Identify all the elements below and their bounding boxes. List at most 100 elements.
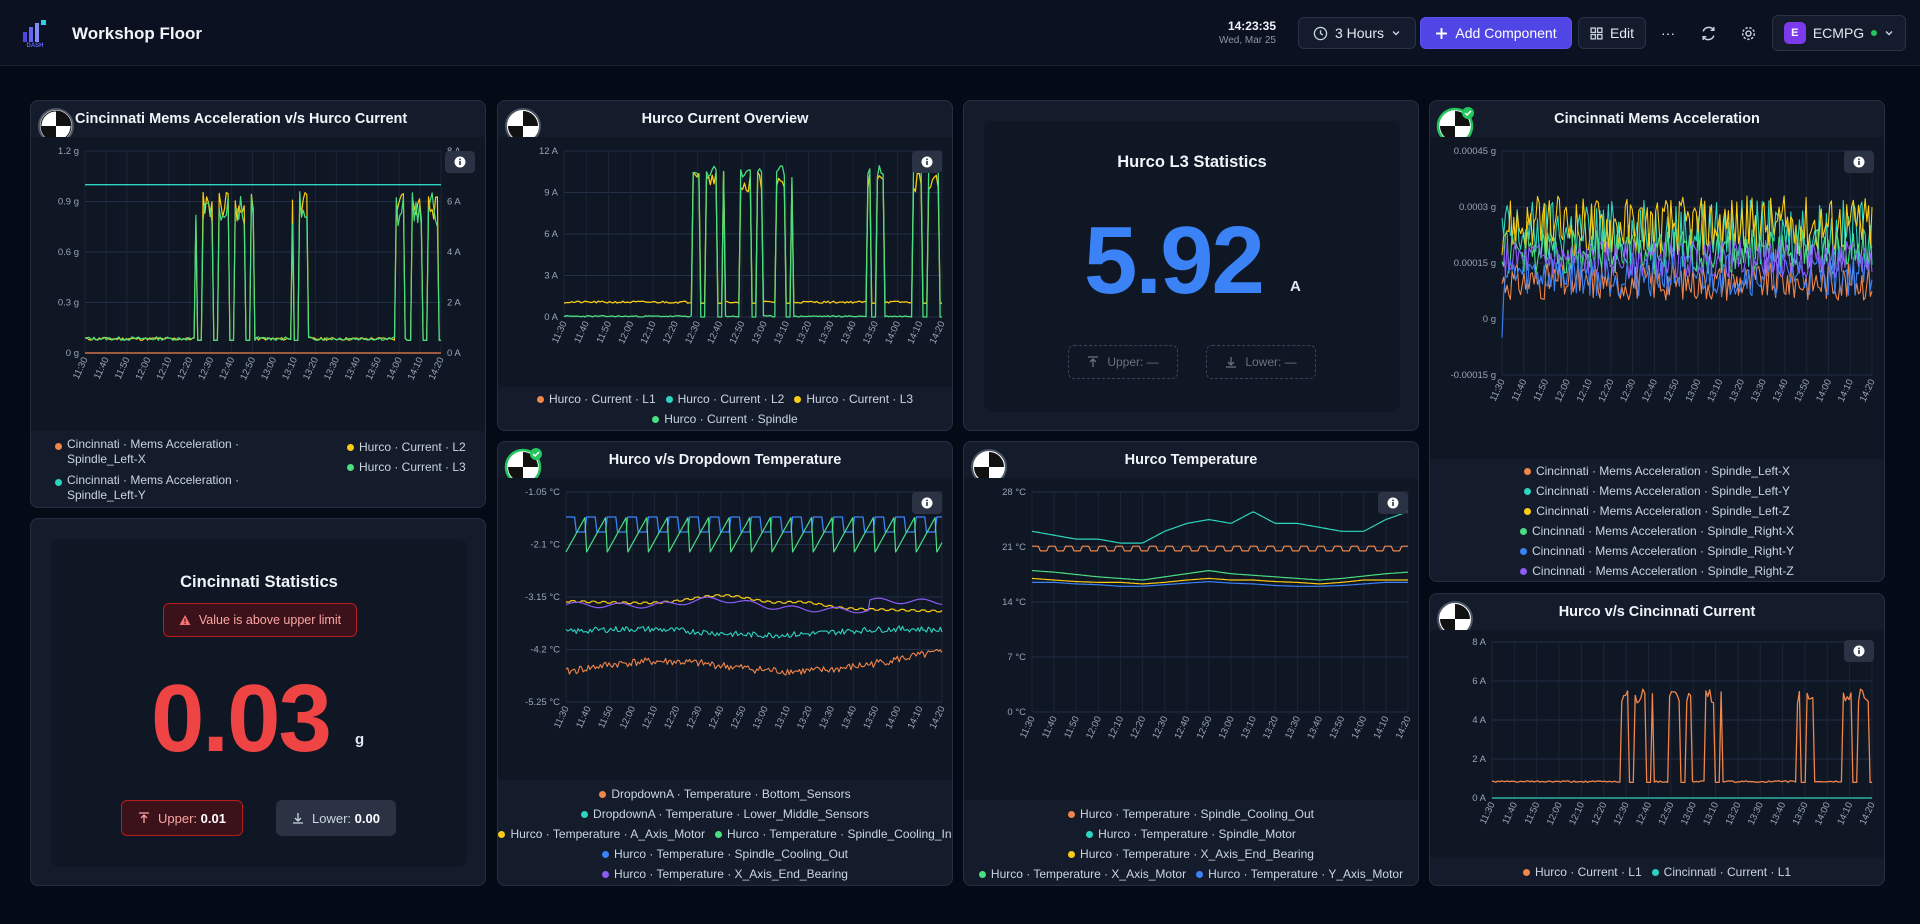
y-tick-label: -0.00015 g xyxy=(1451,370,1496,381)
clock-date: Wed, Mar 25 xyxy=(1218,35,1276,46)
legend-item[interactable]: Cincinnati · Mems Acceleration · Spindle… xyxy=(1524,504,1790,518)
more-options-button[interactable]: ··· xyxy=(1652,17,1684,49)
legend-item[interactable]: Hurco · Temperature · A_Axis_Motor xyxy=(498,827,705,841)
time-range-dropdown[interactable]: 3 Hours xyxy=(1298,17,1416,49)
legend-item[interactable]: Cincinnati · Mems Acceleration · Spindle… xyxy=(1523,464,1790,478)
y-tick-label: 8 A xyxy=(1472,637,1486,648)
x-tick-label: 13:40 xyxy=(1771,378,1791,404)
legend-item[interactable]: Hurco · Temperature · X_Axis_Motor xyxy=(978,867,1186,881)
legend-item[interactable]: Hurco · Temperature · X_Axis_End_Bearing xyxy=(602,867,848,881)
legend-dot xyxy=(599,790,607,798)
legend-item[interactable]: Cincinnati · Mems Acceleration · Spindle_… xyxy=(55,437,239,467)
x-tick-label: 14:20 xyxy=(928,705,948,731)
legend-dot xyxy=(602,850,610,858)
x-tick-label: 12:50 xyxy=(1195,715,1215,741)
x-tick-label: 12:30 xyxy=(1150,715,1170,741)
legend-item[interactable]: Hurco · Temperature · Spindle_Cooling_Ou… xyxy=(1068,807,1314,821)
machine-status-icon xyxy=(504,448,542,486)
legend-item[interactable]: Hurco · Temperature · Y_Axis_Motor xyxy=(1196,867,1403,881)
legend-dot xyxy=(1522,868,1530,876)
x-tick-label: 11:40 xyxy=(1500,801,1520,827)
legend-item[interactable]: Hurco · Current · L3 xyxy=(347,457,466,477)
series-line-l2 xyxy=(84,191,441,341)
panel-cincinnati-mems-acceleration: Cincinnati Mems Acceleration 0.00045 g 0.… xyxy=(1429,100,1885,582)
legend-dot xyxy=(1519,527,1527,535)
legend-item[interactable]: Hurco · Current · L1 xyxy=(1522,865,1642,879)
series-line-hurco-l1 xyxy=(1491,688,1872,784)
legend-item[interactable]: Hurco · Temperature · Spindle_Cooling_Ou… xyxy=(602,847,848,861)
clock-icon xyxy=(1313,26,1328,40)
x-tick-label: 13:20 xyxy=(794,320,814,346)
series-line xyxy=(1032,581,1408,587)
lower-limit-button[interactable]: Lower: — xyxy=(1206,345,1316,379)
organization-switcher[interactable]: E ECMPG xyxy=(1772,15,1906,51)
lower-limit-label: Lower: xyxy=(312,810,352,826)
info-button[interactable] xyxy=(1378,492,1408,514)
y-tick-label: 0 A xyxy=(544,312,558,323)
stat-value: 0.03 xyxy=(151,665,332,772)
add-component-button[interactable]: Add Component xyxy=(1420,17,1572,49)
edit-button[interactable]: Edit xyxy=(1578,17,1646,49)
x-tick-label: 12:00 xyxy=(1545,801,1565,827)
legend-item[interactable]: Hurco · Temperature · Spindle_Motor xyxy=(1086,827,1296,841)
info-button[interactable] xyxy=(1844,151,1874,173)
panel-title: Hurco v/s Cincinnati Current xyxy=(1558,604,1756,620)
info-button[interactable] xyxy=(912,492,942,514)
legend-item[interactable]: Cincinnati · Current · L1 xyxy=(1651,865,1791,879)
x-tick-label: 11:30 xyxy=(71,356,91,382)
legend-item[interactable]: Cincinnati · Mems Acceleration · Spindle… xyxy=(1523,484,1790,498)
y-tick-label: 0.00015 g xyxy=(1454,258,1496,269)
legend-dot xyxy=(665,395,673,403)
legend-dot xyxy=(1196,870,1204,878)
x-tick-label: 12:10 xyxy=(639,320,659,346)
info-button[interactable] xyxy=(445,151,475,173)
upper-limit-button[interactable]: Upper: — xyxy=(1068,345,1178,379)
x-tick-label: 11:40 xyxy=(1510,378,1530,404)
x-tick-label: 13:30 xyxy=(817,705,837,731)
more-icon: ··· xyxy=(1661,25,1675,41)
refresh-button[interactable] xyxy=(1692,17,1724,49)
series-line-a-axis xyxy=(566,594,943,613)
legend-item[interactable]: Hurco · Current · L1 xyxy=(536,392,656,406)
legend-item[interactable]: Hurco · Current · Spindle xyxy=(652,412,798,426)
x-tick-label: 11:50 xyxy=(1062,715,1082,741)
legend-item[interactable]: Hurco · Temperature · X_Axis_End_Bearing xyxy=(1068,847,1314,861)
info-button[interactable] xyxy=(1844,640,1874,662)
x-tick-label: 13:20 xyxy=(301,356,321,382)
x-tick-label: 12:40 xyxy=(707,705,727,731)
legend-item[interactable]: Cincinnati · Mems Acceleration · Spindle… xyxy=(1520,564,1794,578)
x-tick-label: 13:20 xyxy=(1727,378,1747,404)
x-tick-label: 14:00 xyxy=(1813,801,1833,827)
lower-limit-button[interactable]: Lower: 0.00 xyxy=(276,800,396,836)
x-tick-label: 11:50 xyxy=(596,705,616,731)
machine-status-icon xyxy=(1437,601,1473,637)
legend-item[interactable]: Hurco · Temperature · Spindle_Cooling_In xyxy=(714,827,952,841)
legend-item[interactable]: Cincinnati · Mems Acceleration · Spindle_… xyxy=(55,473,239,503)
x-tick-label: 14:00 xyxy=(1349,715,1369,741)
legend-item[interactable]: Hurco · Current · L2 xyxy=(347,437,466,457)
legend-item[interactable]: Cincinnati · Mems Acceleration · Spindle… xyxy=(1519,544,1794,558)
y-tick-label: 6 A xyxy=(1472,676,1486,687)
upper-limit-button[interactable]: Upper: 0.01 xyxy=(121,800,243,836)
x-tick-label: 13:00 xyxy=(259,356,279,382)
settings-button[interactable] xyxy=(1732,17,1764,49)
legend-item[interactable]: DropdownA · Temperature · Bottom_Sensors xyxy=(599,787,851,801)
info-button[interactable] xyxy=(912,151,942,173)
warning-icon xyxy=(179,615,191,625)
series-line-l3 xyxy=(84,191,441,341)
legend-dot xyxy=(347,443,354,451)
legend-item[interactable]: DropdownA · Temperature · Lower_Middle_S… xyxy=(581,807,869,821)
x-tick-label: 12:40 xyxy=(217,356,237,382)
chart-legend: DropdownA · Temperature · Bottom_Sensors… xyxy=(498,784,952,884)
plus-icon xyxy=(1436,27,1448,39)
lower-limit-label: Lower: — xyxy=(1245,355,1297,369)
y-tick-label: 21 °C xyxy=(1002,542,1026,553)
x-tick-label: 11:50 xyxy=(1523,801,1543,827)
panel-cincinnati-vs-hurco-current: Cincinnati Mems Acceleration v/s Hurco C… xyxy=(30,100,486,508)
grid-icon xyxy=(1590,26,1603,40)
stat-card: Cincinnati Statistics Value is above upp… xyxy=(51,539,467,867)
legend-item[interactable]: Hurco · Current · L3 xyxy=(794,392,913,406)
legend-item[interactable]: Cincinnati · Mems Acceleration · Spindle… xyxy=(1519,524,1794,538)
legend-item[interactable]: Hurco · Current · L2 xyxy=(665,392,784,406)
legend-dot xyxy=(536,395,544,403)
